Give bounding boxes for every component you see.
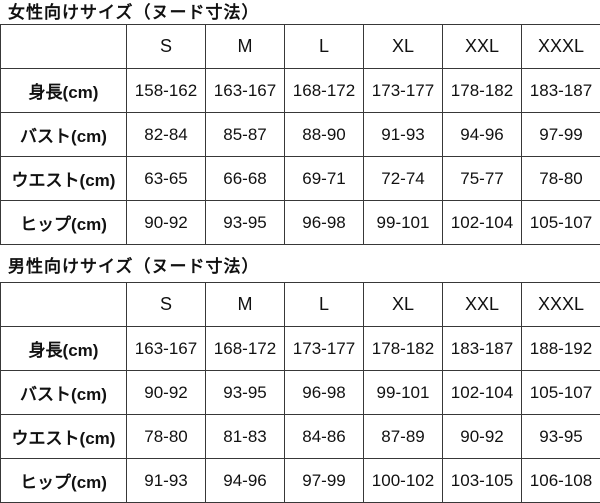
size-value-cell: 168-172: [284, 68, 364, 113]
column-header-m: M: [205, 24, 285, 69]
size-value-cell: 94-96: [442, 112, 522, 157]
size-value-cell: 99-101: [363, 370, 443, 415]
size-value-cell: 103-105: [442, 458, 522, 503]
table-row: ヒップ(cm) 90-92 93-95 96-98 99-101 102-104 105-1…: [0, 200, 600, 245]
size-value-cell: 90-92: [442, 414, 522, 459]
column-header-xxl: XXL: [442, 282, 522, 327]
row-label: 身長(cm): [0, 68, 127, 113]
size-value-cell: 81-83: [205, 414, 285, 459]
women-size-section: 女性向けサイズ（ヌード寸法） S M L XL XXL XXXL 身長(cm) 158-162…: [0, 0, 600, 245]
column-header-s: S: [126, 24, 206, 69]
size-value-cell: 105-107: [521, 200, 600, 245]
column-header-s: S: [126, 282, 206, 327]
size-value-cell: 93-95: [205, 370, 285, 415]
women-size-table: S M L XL XXL XXXL 身長(cm) 158-162 163-167 168-172 1…: [0, 24, 600, 245]
size-value-cell: 96-98: [284, 370, 364, 415]
size-value-cell: 173-177: [363, 68, 443, 113]
size-value-cell: 106-108: [521, 458, 600, 503]
corner-cell: [0, 282, 127, 327]
size-value-cell: 90-92: [126, 370, 206, 415]
table-row: ウエスト(cm) 63-65 66-68 69-71 72-74 75-77 78-80: [0, 156, 600, 201]
men-size-section: 男性向けサイズ（ヌード寸法） S M L XL XXL XXXL 身長(cm) 163-167…: [0, 245, 600, 503]
size-value-cell: 94-96: [205, 458, 285, 503]
size-value-cell: 78-80: [521, 156, 600, 201]
size-value-cell: 173-177: [284, 326, 364, 371]
corner-cell: [0, 24, 127, 69]
size-value-cell: 178-182: [363, 326, 443, 371]
size-value-cell: 102-104: [442, 370, 522, 415]
column-header-xl: XL: [363, 282, 443, 327]
size-value-cell: 99-101: [363, 200, 443, 245]
size-value-cell: 163-167: [126, 326, 206, 371]
size-value-cell: 168-172: [205, 326, 285, 371]
row-label: ヒップ(cm): [0, 458, 127, 503]
men-size-title: 男性向けサイズ（ヌード寸法）: [8, 257, 260, 276]
row-label: ウエスト(cm): [0, 156, 127, 201]
size-value-cell: 78-80: [126, 414, 206, 459]
table-row: ウエスト(cm) 78-80 81-83 84-86 87-89 90-92 93-95: [0, 414, 600, 459]
size-value-cell: 163-167: [205, 68, 285, 113]
row-label: バスト(cm): [0, 370, 127, 415]
table-row: バスト(cm) 82-84 85-87 88-90 91-93 94-96 97-99: [0, 112, 600, 157]
column-header-xxxl: XXXL: [521, 24, 600, 69]
header-row: S M L XL XXL XXXL: [0, 24, 600, 69]
column-header-l: L: [284, 282, 364, 327]
size-value-cell: 93-95: [205, 200, 285, 245]
men-size-table: S M L XL XXL XXXL 身長(cm) 163-167 168-172 173-177 1…: [0, 282, 600, 503]
women-size-title: 女性向けサイズ（ヌード寸法）: [8, 3, 260, 22]
column-header-l: L: [284, 24, 364, 69]
table-row: 身長(cm) 163-167 168-172 173-177 178-182 183-18…: [0, 326, 600, 371]
column-header-xxl: XXL: [442, 24, 522, 69]
column-header-xl: XL: [363, 24, 443, 69]
size-value-cell: 97-99: [284, 458, 364, 503]
column-header-m: M: [205, 282, 285, 327]
size-value-cell: 69-71: [284, 156, 364, 201]
row-label: 身長(cm): [0, 326, 127, 371]
size-value-cell: 97-99: [521, 112, 600, 157]
size-value-cell: 91-93: [126, 458, 206, 503]
size-value-cell: 158-162: [126, 68, 206, 113]
table-row: 身長(cm) 158-162 163-167 168-172 173-177 178-18…: [0, 68, 600, 113]
size-value-cell: 88-90: [284, 112, 364, 157]
size-value-cell: 93-95: [521, 414, 600, 459]
size-value-cell: 72-74: [363, 156, 443, 201]
size-value-cell: 84-86: [284, 414, 364, 459]
row-label: ウエスト(cm): [0, 414, 127, 459]
column-header-xxxl: XXXL: [521, 282, 600, 327]
size-value-cell: 100-102: [363, 458, 443, 503]
size-value-cell: 178-182: [442, 68, 522, 113]
size-value-cell: 90-92: [126, 200, 206, 245]
row-label: バスト(cm): [0, 112, 127, 157]
size-value-cell: 75-77: [442, 156, 522, 201]
size-value-cell: 105-107: [521, 370, 600, 415]
size-value-cell: 102-104: [442, 200, 522, 245]
size-value-cell: 66-68: [205, 156, 285, 201]
size-value-cell: 63-65: [126, 156, 206, 201]
row-label: ヒップ(cm): [0, 200, 127, 245]
size-value-cell: 85-87: [205, 112, 285, 157]
size-value-cell: 183-187: [521, 68, 600, 113]
table-row: バスト(cm) 90-92 93-95 96-98 99-101 102-104 105-1…: [0, 370, 600, 415]
size-value-cell: 82-84: [126, 112, 206, 157]
size-value-cell: 87-89: [363, 414, 443, 459]
size-value-cell: 188-192: [521, 326, 600, 371]
size-value-cell: 96-98: [284, 200, 364, 245]
size-value-cell: 183-187: [442, 326, 522, 371]
table-row: ヒップ(cm) 91-93 94-96 97-99 100-102 103-105 106-…: [0, 458, 600, 503]
size-value-cell: 91-93: [363, 112, 443, 157]
header-row: S M L XL XXL XXXL: [0, 282, 600, 327]
